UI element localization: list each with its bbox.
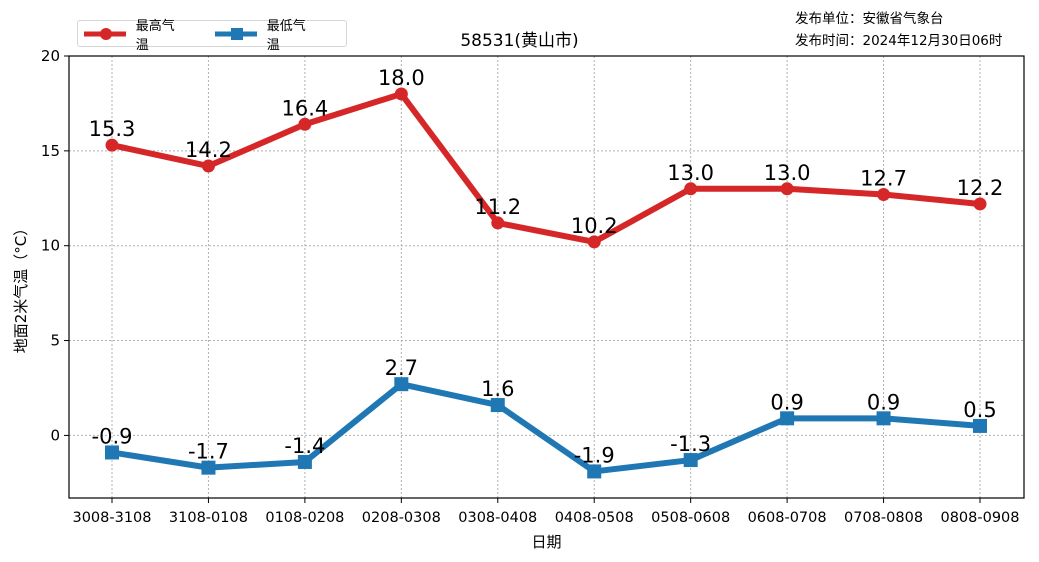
y-axis-label: 地面2米气温（°C） (12, 221, 30, 354)
data-label: -1.9 (574, 443, 615, 467)
data-label: 16.4 (282, 96, 329, 120)
data-point-square-icon (105, 445, 119, 460)
data-label: 13.0 (667, 161, 714, 185)
publisher-line: 发布单位：安徽省气象台 (795, 11, 944, 27)
legend-circle-marker-icon (84, 27, 126, 40)
y-tick-label: 0 (50, 426, 60, 444)
series-line (111, 90, 981, 245)
data-point-circle-icon (973, 197, 987, 211)
data-label: 0.5 (963, 398, 996, 422)
data-point-circle-icon (491, 216, 505, 230)
x-tick-label: 0808-0908 (940, 510, 1019, 526)
data-point-square-icon (297, 454, 312, 469)
y-tick-label: 15 (41, 142, 60, 160)
data-label: 0.9 (770, 390, 803, 414)
data-point-circle-icon (587, 235, 601, 249)
x-tick-label: 0108-0208 (265, 510, 344, 526)
data-label: 0.9 (867, 390, 900, 414)
legend-item-max: 最高气温 (84, 15, 185, 53)
x-tick-label: 0308-0408 (458, 510, 537, 526)
y-tick-label: 20 (41, 47, 60, 65)
data-label: 11.2 (474, 195, 521, 219)
data-label: 1.6 (481, 377, 514, 401)
data-point-circle-icon (877, 187, 891, 201)
data-point-square-icon (201, 460, 216, 475)
data-label: 18.0 (378, 66, 425, 90)
x-tick-label: 0208-0308 (362, 510, 441, 526)
data-point-square-icon (587, 464, 602, 479)
data-label: -0.9 (92, 424, 133, 448)
publish-time-line: 发布时间：2024年12月30日06时 (795, 33, 1003, 49)
data-point-circle-icon (394, 87, 408, 101)
data-label: 12.2 (957, 176, 1004, 200)
x-tick-label: 0508-0608 (651, 510, 730, 526)
x-tick-label: 0408-0508 (555, 510, 634, 526)
legend-label: 最高气温 (135, 18, 175, 53)
legend-item-min: 最低气温 (215, 15, 316, 53)
data-point-square-icon (683, 453, 698, 468)
data-point-square-icon (394, 377, 409, 392)
legend: 最高气温 最低气温 (77, 19, 347, 53)
x-tick-label: 0608-0708 (748, 510, 827, 526)
data-point-circle-icon (298, 117, 312, 131)
data-label: 15.3 (89, 117, 136, 141)
data-label: -1.7 (188, 440, 229, 464)
data-label: 2.7 (385, 356, 418, 380)
data-point-circle-icon (105, 138, 119, 152)
x-tick-label: 3008-3108 (72, 510, 151, 526)
data-label: -1.4 (284, 434, 325, 458)
series-line (111, 381, 981, 475)
x-tick-label: 3108-0108 (169, 510, 248, 526)
data-point-circle-icon (684, 182, 698, 196)
data-point-square-icon (490, 398, 505, 413)
y-tick-label: 5 (50, 332, 60, 350)
data-point-square-icon (973, 418, 987, 433)
plot-frame (68, 55, 1025, 499)
legend-label: 最低气温 (266, 18, 306, 53)
y-tick-label: 10 (41, 237, 60, 255)
data-point-circle-icon (780, 182, 794, 196)
x-tick-label: 0708-0808 (844, 510, 923, 526)
data-label: 14.2 (185, 138, 232, 162)
data-label: -1.3 (670, 432, 711, 456)
publish-info: 发布单位：安徽省气象台 发布时间：2024年12月30日06时 (795, 8, 1002, 52)
x-axis-label: 日期 (531, 533, 561, 551)
data-point-circle-icon (201, 159, 215, 173)
data-label: 13.0 (764, 161, 811, 185)
data-label: 10.2 (571, 214, 618, 238)
legend-square-marker-icon (215, 27, 257, 40)
data-point-square-icon (780, 411, 795, 426)
chart-title: 58531(黄山市) (460, 31, 579, 51)
data-label: 12.7 (860, 166, 907, 190)
data-point-square-icon (876, 411, 891, 426)
